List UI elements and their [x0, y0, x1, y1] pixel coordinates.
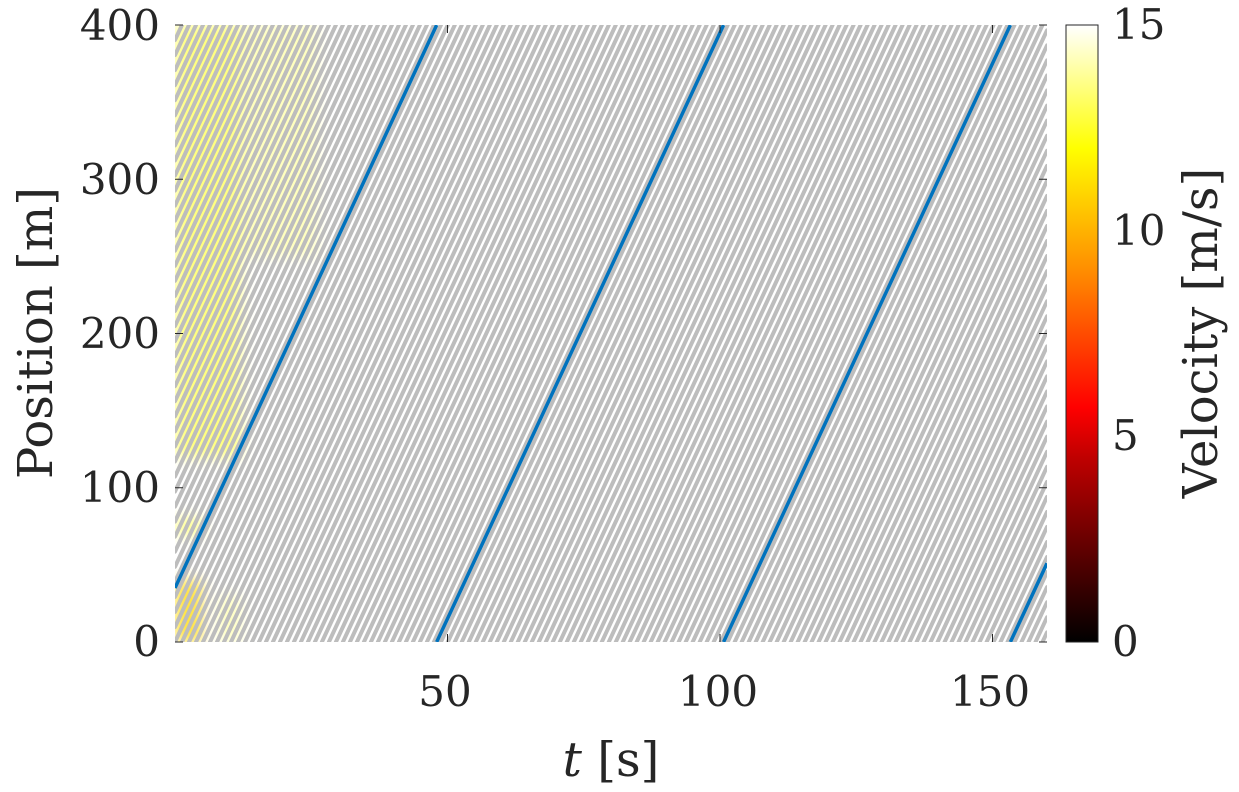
vehicle-trajectory-33 — [175, 25, 1047, 642]
vehicle-trajectory-0 — [175, 25, 1047, 642]
vehicle-trajectory-7 — [175, 25, 1047, 642]
colorbar-tick-label-15: 15 — [1112, 0, 1165, 49]
x-axis-unit: [s] — [597, 732, 659, 788]
trajectory-group — [175, 25, 1047, 642]
vehicle-trajectory-8 — [175, 25, 1047, 642]
vehicle-trajectory-3 — [175, 25, 1047, 642]
vehicle-trajectory-14 — [175, 25, 1047, 642]
vehicle-trajectory-11 — [175, 25, 1047, 642]
vehicle-trajectory-29 — [175, 25, 1047, 642]
x-axis-title: t [s] — [563, 732, 660, 788]
vehicle-trajectory-35 — [175, 25, 1047, 642]
vehicle-trajectory-5 — [175, 25, 1047, 642]
colorbar-tick-label-10: 10 — [1112, 206, 1165, 255]
vehicle-trajectory-32 — [175, 25, 1047, 642]
vehicle-trajectory-18 — [175, 25, 1047, 642]
vehicle-trajectory-15 — [175, 25, 1047, 642]
vehicle-trajectory-19 — [175, 25, 1047, 642]
y-tick-label-200: 200 — [80, 309, 160, 358]
vehicle-trajectory-10 — [175, 25, 1047, 642]
x-tick-label-100: 100 — [678, 667, 758, 716]
vehicle-trajectory-22 — [175, 25, 1047, 642]
vehicle-trajectory-1 — [175, 25, 1047, 642]
vehicle-trajectory-34 — [175, 25, 1047, 642]
vehicle-trajectory-27 — [175, 25, 1047, 642]
y-tick-label-0: 0 — [133, 617, 160, 666]
vehicle-trajectory-28 — [175, 25, 1047, 642]
vehicle-trajectory-26 — [175, 25, 1047, 642]
vehicle-trajectory-25 — [175, 25, 1047, 642]
x-axis-var: t — [563, 732, 583, 788]
vehicle-trajectory-13 — [175, 25, 1047, 642]
colorbar-title: Velocity [m/s] — [1173, 168, 1229, 500]
vehicle-trajectory-23 — [175, 25, 1047, 642]
vehicle-trajectory-9 — [175, 25, 1047, 642]
x-tick-label-150: 150 — [950, 667, 1030, 716]
vehicle-trajectory-12 — [175, 25, 1047, 642]
vehicle-trajectory-36 — [175, 25, 1047, 642]
vehicle-trajectory-4 — [175, 25, 1047, 642]
vehicle-trajectory-31 — [175, 25, 1047, 642]
y-axis-title: Position [m] — [8, 187, 64, 479]
vehicle-trajectory-40 — [175, 25, 1047, 642]
vehicle-trajectory-21 — [175, 25, 1047, 642]
vehicle-trajectory-24 — [175, 25, 1047, 642]
highlighted-trajectory-group — [175, 25, 1047, 642]
vehicle-trajectory-2 — [175, 25, 1047, 642]
colorbar-tick-label-5: 5 — [1112, 411, 1139, 460]
vehicle-trajectory-17 — [175, 25, 1047, 642]
y-tick-label-300: 300 — [80, 155, 160, 204]
vehicle-trajectory-6 — [175, 25, 1047, 642]
colorbar-gradient — [1066, 25, 1098, 642]
colorbar-tick-label-0: 0 — [1112, 617, 1139, 666]
vehicle-trajectory-30 — [175, 25, 1047, 642]
y-tick-label-400: 400 — [80, 1, 160, 50]
colorbar-border — [1065, 24, 1099, 643]
x-tick-label-50: 50 — [418, 667, 471, 716]
y-tick-label-100: 100 — [80, 463, 160, 512]
vehicle-trajectory-37 — [175, 25, 1047, 642]
highlighted-vehicle-trajectory — [175, 25, 1047, 642]
vehicle-trajectory-20 — [175, 25, 1047, 642]
vehicle-trajectory-16 — [175, 25, 1047, 642]
vehicle-trajectory-38 — [175, 25, 1047, 642]
vehicle-trajectory-39 — [175, 25, 1047, 642]
